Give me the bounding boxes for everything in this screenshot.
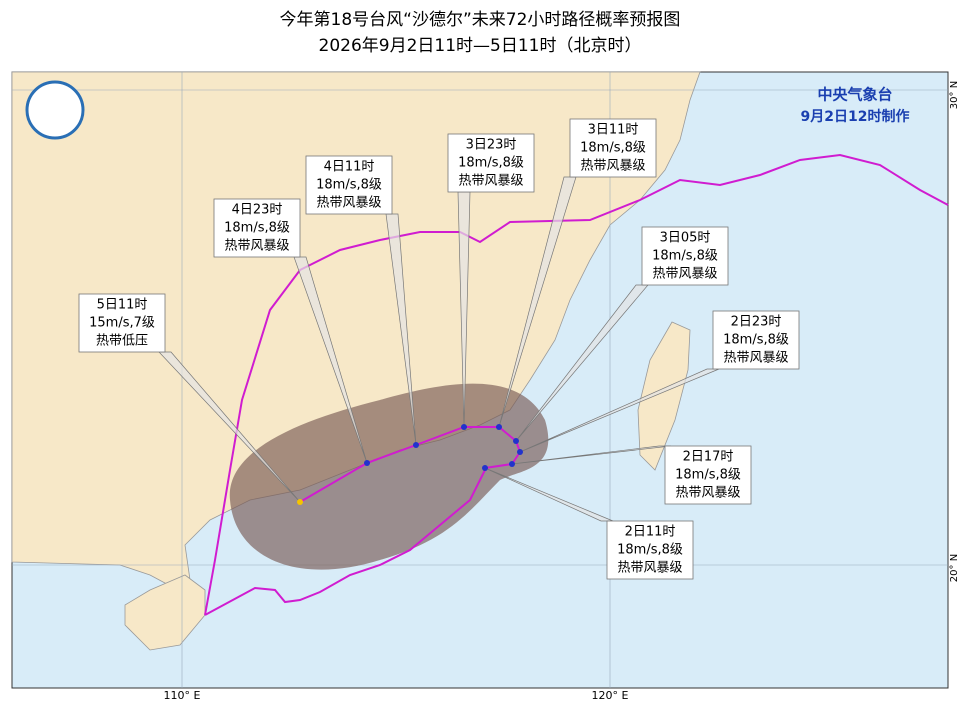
callout-box — [641, 226, 729, 286]
lon-label: 120° E — [592, 689, 629, 702]
point-wind: 15m/s,7级 — [89, 316, 155, 331]
point-level: 热带风暴级 — [580, 159, 645, 174]
point-level: 热带风暴级 — [675, 486, 740, 501]
lon-label: 110° E — [164, 689, 201, 702]
point-wind: 18m/s,8级 — [458, 156, 524, 171]
callout-box — [664, 445, 752, 505]
callout-box — [569, 118, 657, 178]
point-level: 热带风暴级 — [723, 351, 788, 366]
reference-track — [204, 153, 949, 616]
track-point — [461, 424, 467, 430]
point-wind: 18m/s,8级 — [224, 221, 290, 236]
point-level: 热带风暴级 — [617, 561, 682, 576]
point-level: 热带低压 — [96, 334, 148, 349]
agency-name: 中央气象台 — [817, 86, 892, 104]
point-level: 热带风暴级 — [316, 196, 381, 211]
track-point — [482, 465, 488, 471]
point-level: 热带风暴级 — [652, 267, 717, 282]
lat-label: 20° N — [949, 554, 960, 582]
point-wind: 18m/s,8级 — [675, 468, 741, 483]
track-point — [364, 460, 370, 466]
point-time: 2日17时 — [683, 450, 734, 465]
callout-box — [447, 133, 535, 193]
point-time: 4日23时 — [232, 203, 283, 218]
point-wind: 18m/s,8级 — [580, 141, 646, 156]
hainan-island — [124, 574, 206, 651]
point-level: 热带风暴级 — [224, 239, 289, 254]
point-time: 3日11时 — [588, 123, 639, 138]
track-point — [517, 449, 523, 455]
track-point — [509, 461, 515, 467]
probability-cone — [229, 383, 549, 570]
point-time: 3日05时 — [660, 231, 711, 246]
issued-time: 9月2日12时制作 — [801, 108, 910, 125]
point-wind: 18m/s,8级 — [316, 178, 382, 193]
point-wind: 18m/s,8级 — [723, 333, 789, 348]
lat-label: 30° N — [949, 81, 960, 109]
logo — [25, 80, 85, 140]
subtitle: 2026年9月2日11时—5日11时（北京时） — [319, 36, 642, 56]
point-time: 4日11时 — [324, 160, 375, 175]
track-point — [297, 499, 303, 505]
callout-box — [606, 520, 694, 580]
track-point — [413, 442, 419, 448]
past-track — [204, 469, 486, 616]
title: 今年第18号台风“沙德尔”未来72小时路径概率预报图 — [280, 10, 681, 30]
callout-box — [78, 293, 166, 353]
point-level: 热带风暴级 — [458, 174, 523, 189]
callout-box — [213, 198, 301, 258]
track-point — [513, 438, 519, 444]
taiwan-island — [637, 321, 691, 471]
point-wind: 18m/s,8级 — [652, 249, 718, 264]
point-time: 2日23时 — [731, 315, 782, 330]
point-time: 5日11时 — [97, 298, 148, 313]
point-time: 2日11时 — [625, 525, 676, 540]
callout-box — [305, 155, 393, 215]
callout-box — [712, 310, 800, 370]
track-point — [496, 424, 502, 430]
point-time: 3日23时 — [466, 138, 517, 153]
point-wind: 18m/s,8级 — [617, 543, 683, 558]
